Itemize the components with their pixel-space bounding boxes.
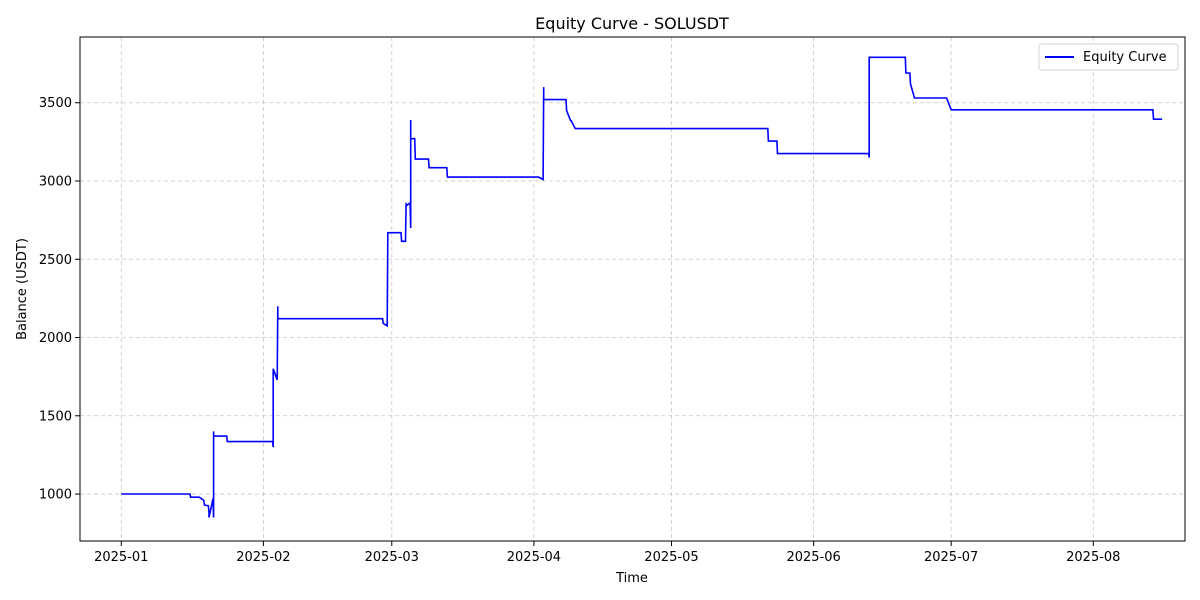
chart-title: Equity Curve - SOLUSDT: [535, 14, 729, 33]
y-axis-label: Balance (USDT): [15, 238, 30, 340]
y-tick-label: 2000: [39, 331, 72, 346]
y-tick-label: 1500: [39, 409, 72, 424]
x-tick-label: 2025-02: [236, 550, 290, 565]
legend: Equity Curve: [1038, 43, 1179, 71]
x-tick-label: 2025-04: [507, 550, 561, 565]
y-tick-label: 3500: [39, 96, 72, 111]
y-tick-label: 1000: [39, 488, 72, 503]
legend-label: Equity Curve: [1083, 50, 1167, 65]
plot-area: [121, 56, 1163, 518]
x-tick-label: 2025-06: [786, 550, 840, 565]
equity-curve-line: [121, 56, 1163, 518]
grid: [80, 37, 1185, 541]
y-tick-label: 3000: [39, 175, 72, 190]
y-axis: 1000 1500 2000 2500 3000 3500: [39, 96, 80, 503]
x-tick-label: 2025-03: [365, 550, 419, 565]
x-tick-label: 2025-07: [924, 550, 978, 565]
x-axis: 2025-01 2025-02 2025-03 2025-04 2025-05 2025-…: [94, 541, 1120, 565]
x-tick-label: 2025-01: [94, 550, 148, 565]
x-axis-label: Time: [615, 571, 648, 586]
x-tick-label: 2025-05: [644, 550, 698, 565]
legend-box: [1038, 43, 1179, 71]
axes-frame: [79, 36, 1186, 542]
x-tick-label: 2025-08: [1066, 550, 1120, 565]
y-tick-label: 2500: [39, 253, 72, 268]
